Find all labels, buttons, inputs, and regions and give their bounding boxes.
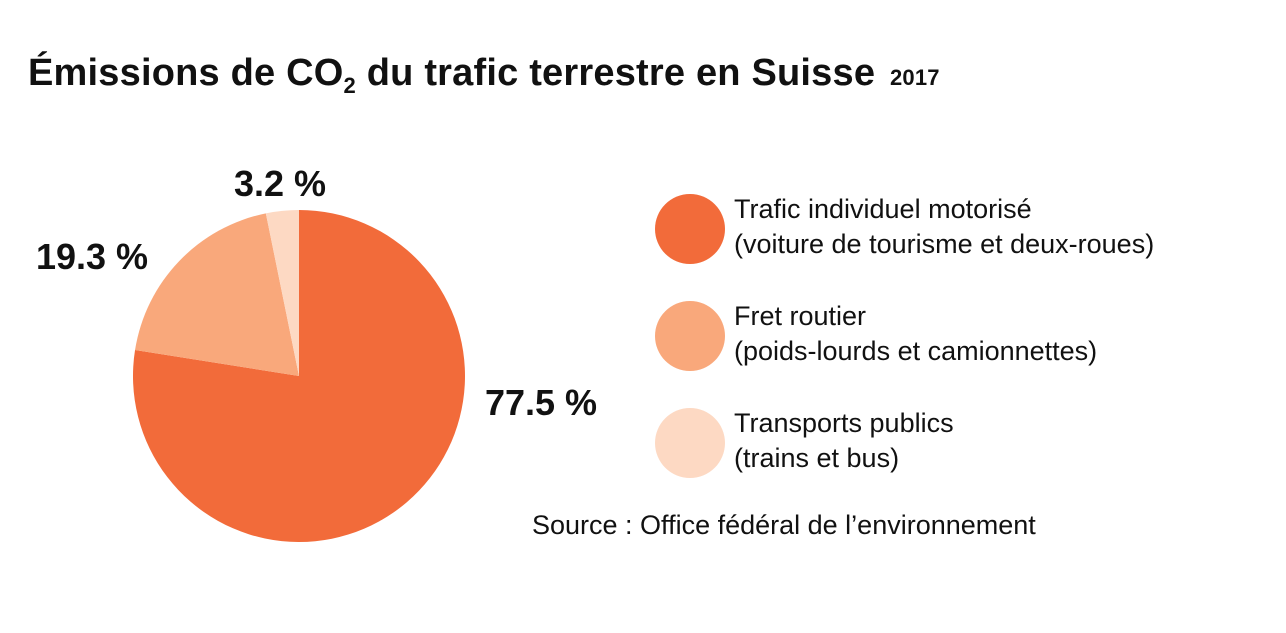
legend-line2: (voiture de tourisme et deux-roues) (734, 229, 1155, 259)
source-note: Source : Office fédéral de l’environneme… (532, 510, 1036, 540)
legend-swatch-transports-publics (655, 408, 725, 478)
pie-slice-trafic-individuel (132, 210, 465, 542)
legend-line2: (trains et bus) (734, 443, 900, 473)
data-label-fret-routier: 19.3 % (36, 236, 148, 277)
title-main: Émissions de CO (28, 52, 344, 94)
title-subscript: 2 (343, 73, 356, 98)
chart-title: Émissions de CO2 du trafic terrestre en … (28, 52, 940, 98)
legend-line1: Transports publics (734, 408, 954, 438)
data-label-transports-publics: 3.2 % (234, 163, 326, 204)
pie-slice-transports-publics (265, 209, 299, 376)
legend-label-trafic-individuel: Trafic individuel motorisé (voiture de t… (734, 192, 1154, 262)
title-rest: du trafic terrestre en Suisse (355, 52, 876, 94)
legend-line2: (poids-lourds et camionnettes) (734, 336, 1098, 366)
title-year: 2017 (889, 65, 940, 90)
legend-line1: Fret routier (734, 301, 867, 331)
legend-label-fret-routier: Fret routier (poids-lourds et camionnett… (734, 299, 1097, 369)
legend-label-transports-publics: Transports publics (trains et bus) (734, 406, 954, 476)
legend-line1: Trafic individuel motorisé (734, 194, 1032, 224)
data-label-trafic-individuel: 77.5 % (485, 382, 597, 423)
legend-swatch-trafic-individuel (655, 194, 725, 264)
legend-swatch-fret-routier (655, 301, 725, 371)
pie-slice-fret-routier (135, 213, 299, 376)
